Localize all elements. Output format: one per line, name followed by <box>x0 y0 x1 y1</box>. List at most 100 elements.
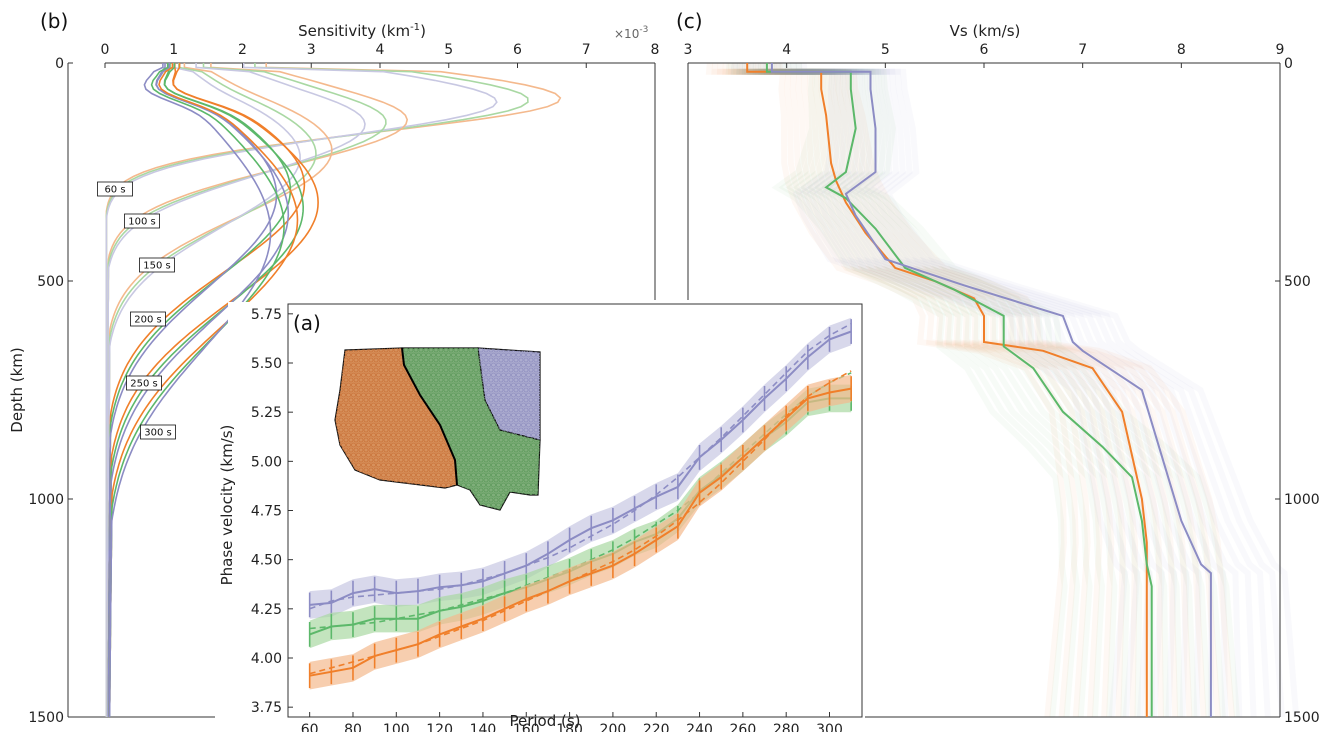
station-marker <box>503 407 509 413</box>
station-marker <box>521 412 526 418</box>
station-marker <box>423 417 429 423</box>
station-marker <box>523 447 529 453</box>
station-marker <box>528 357 534 363</box>
station-marker <box>511 422 516 428</box>
station-marker <box>531 382 536 388</box>
station-marker <box>456 462 461 468</box>
station-marker <box>423 427 429 433</box>
station-marker <box>443 407 449 413</box>
station-marker <box>473 417 479 423</box>
panel-b-x-tick-label: 8 <box>651 42 660 58</box>
station-marker <box>523 417 529 423</box>
station-marker <box>383 348 389 353</box>
station-marker <box>441 452 446 458</box>
station-marker <box>441 372 446 378</box>
station-marker <box>393 427 399 433</box>
station-marker <box>466 432 471 438</box>
station-marker <box>388 467 394 473</box>
station-marker <box>491 422 496 428</box>
station-marker <box>373 447 379 453</box>
station-marker <box>351 412 356 418</box>
station-marker <box>428 357 434 363</box>
station-marker <box>358 407 364 413</box>
panel-b-sensitivity: (b) Sensitivity (km-1) ×10-3 Depth (km) … <box>8 9 659 726</box>
station-marker <box>473 387 479 393</box>
station-marker <box>408 367 414 373</box>
station-marker <box>521 402 526 408</box>
station-marker <box>391 452 396 458</box>
station-marker <box>461 402 466 408</box>
station-marker <box>538 367 540 373</box>
station-marker <box>463 387 469 393</box>
station-marker <box>516 462 521 468</box>
station-marker <box>493 407 499 413</box>
station-marker <box>513 447 519 453</box>
station-marker <box>468 377 474 383</box>
station-marker <box>436 442 441 448</box>
panel-c-y-tick-label: 1500 <box>1284 710 1320 726</box>
station-marker <box>498 487 504 493</box>
station-marker <box>498 477 504 483</box>
station-marker <box>448 387 454 393</box>
station-marker <box>428 437 434 443</box>
station-marker <box>463 427 469 433</box>
period-label: 60 s <box>104 185 125 196</box>
station-marker <box>431 462 436 468</box>
station-marker <box>491 432 496 438</box>
station-marker <box>486 502 491 508</box>
station-marker <box>368 427 374 433</box>
ensemble-profile-green <box>785 62 1212 718</box>
panel-c-x-tick-label: 6 <box>980 42 989 58</box>
station-marker <box>361 462 366 468</box>
station-marker <box>431 422 436 428</box>
station-marker <box>448 377 454 383</box>
sensitivity-kernel-300s-purple <box>108 63 272 718</box>
station-marker <box>496 352 501 358</box>
station-marker <box>511 402 516 408</box>
station-marker <box>353 357 359 363</box>
station-marker <box>348 367 354 373</box>
station-marker <box>533 407 539 413</box>
station-marker <box>433 407 439 413</box>
station-marker <box>496 392 501 398</box>
station-marker <box>468 447 474 453</box>
ensemble-profile-purple <box>746 62 1165 718</box>
station-marker <box>421 392 426 398</box>
station-marker <box>346 432 351 438</box>
station-marker <box>511 362 516 368</box>
station-marker <box>526 482 531 488</box>
station-marker <box>496 402 501 408</box>
station-marker <box>483 467 489 473</box>
station-marker <box>453 427 459 433</box>
station-marker <box>451 402 456 408</box>
station-marker <box>451 392 456 398</box>
station-marker <box>411 462 416 468</box>
station-marker <box>413 427 419 433</box>
station-marker <box>478 427 484 433</box>
station-marker <box>353 417 359 423</box>
station-marker <box>486 482 491 488</box>
station-marker <box>446 482 451 488</box>
station-marker <box>401 472 406 478</box>
station-marker <box>396 382 401 388</box>
station-marker <box>346 452 351 458</box>
station-marker <box>538 357 540 363</box>
station-marker <box>461 382 466 388</box>
station-marker <box>458 377 464 383</box>
station-marker <box>463 367 469 373</box>
station-marker <box>436 392 441 398</box>
station-marker <box>493 487 499 493</box>
station-marker <box>478 397 484 403</box>
station-marker <box>418 477 424 483</box>
station-marker <box>481 492 486 498</box>
station-marker <box>418 377 424 383</box>
station-marker <box>366 432 371 438</box>
station-marker <box>351 452 356 458</box>
station-marker <box>491 362 496 368</box>
panel-c-x-tick-label: 9 <box>1276 42 1285 58</box>
station-marker <box>501 492 506 498</box>
station-marker <box>531 392 536 398</box>
station-marker <box>468 407 474 413</box>
station-marker <box>413 407 419 413</box>
station-marker <box>503 367 509 373</box>
